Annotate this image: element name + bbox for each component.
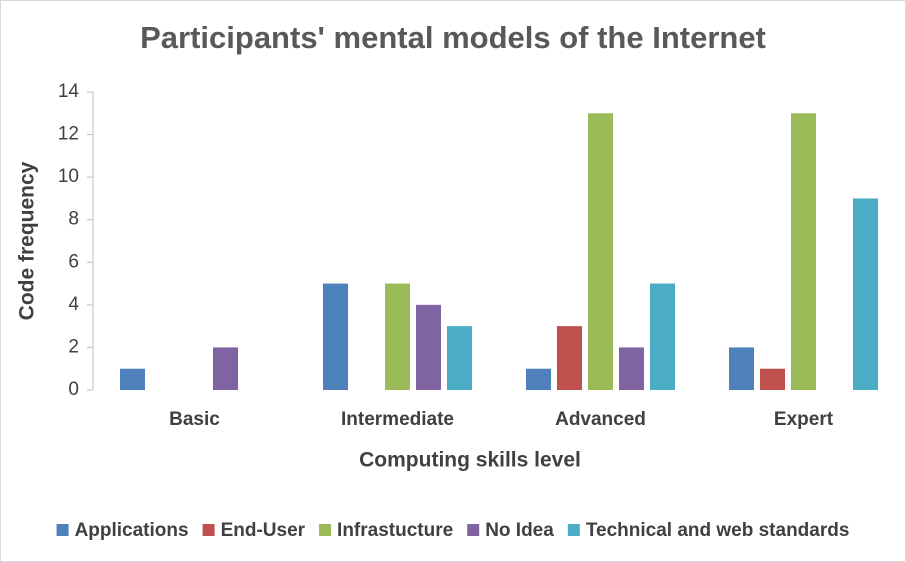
legend-swatch — [567, 524, 580, 536]
y-tick-label: 12 — [58, 124, 79, 145]
x-tick-label: Basic — [169, 409, 220, 430]
x-tick-label: Expert — [774, 409, 834, 430]
bar — [526, 368, 551, 390]
bar — [120, 368, 145, 390]
x-tick-label: Intermediate — [341, 409, 454, 430]
y-axis-label: Code frequency — [16, 161, 39, 320]
legend-label: No Idea — [485, 520, 554, 541]
bar — [588, 113, 613, 391]
bar — [557, 326, 582, 390]
bar — [213, 347, 238, 390]
y-tick-label: 8 — [68, 209, 79, 230]
y-tick-label: 2 — [68, 336, 79, 357]
legend-label: Technical and web standards — [586, 520, 850, 541]
bar — [853, 198, 878, 390]
bar — [323, 283, 348, 390]
y-tick-label: 4 — [68, 294, 79, 315]
x-tick-label: Advanced — [555, 409, 646, 430]
y-tick-label: 14 — [58, 81, 80, 102]
bar — [760, 368, 785, 390]
chart-title: Participants' mental models of the Inter… — [140, 20, 766, 55]
legend-swatch — [202, 524, 215, 536]
legend-label: End-User — [221, 520, 306, 541]
legend-swatch — [56, 524, 69, 536]
legend-label: Infrastucture — [337, 520, 453, 541]
y-tick-label: 6 — [68, 251, 79, 272]
bar — [729, 347, 754, 390]
bar — [447, 326, 472, 390]
bar — [619, 347, 644, 390]
bar — [791, 113, 816, 391]
y-tick-label: 10 — [58, 166, 79, 187]
legend-swatch — [319, 524, 332, 536]
legend-label: Applications — [75, 520, 189, 541]
bar — [416, 304, 441, 390]
legend-swatch — [467, 524, 480, 536]
x-axis-label: Computing skills level — [359, 449, 581, 472]
bar — [385, 283, 410, 390]
bar — [650, 283, 675, 390]
y-tick-label: 0 — [68, 379, 79, 400]
